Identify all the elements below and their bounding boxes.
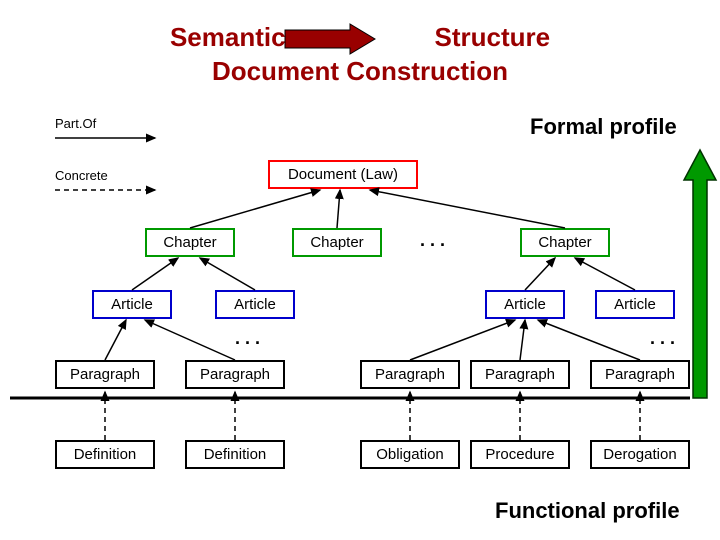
functional-profile-label: Functional profile: [495, 498, 680, 524]
article-ellipsis: . . .: [235, 328, 260, 349]
node-definition: Definition: [55, 440, 155, 469]
node-paragraph: Paragraph: [590, 360, 690, 389]
node-obligation: Obligation: [360, 440, 460, 469]
node-paragraph: Paragraph: [360, 360, 460, 389]
title-line-2: Document Construction: [0, 56, 720, 87]
legend-partof: Part.Of: [55, 116, 96, 131]
title-left: Semantics: [170, 22, 300, 52]
node-procedure: Procedure: [470, 440, 570, 469]
node-article: Article: [92, 290, 172, 319]
node-paragraph: Paragraph: [55, 360, 155, 389]
article-ellipsis: . . .: [650, 328, 675, 349]
node-paragraph: Paragraph: [470, 360, 570, 389]
node-chapter: Chapter: [520, 228, 610, 257]
node-derogation: Derogation: [590, 440, 690, 469]
node-document: Document (Law): [268, 160, 418, 189]
node-paragraph: Paragraph: [185, 360, 285, 389]
node-definition: Definition: [185, 440, 285, 469]
node-chapter: Chapter: [292, 228, 382, 257]
node-article: Article: [485, 290, 565, 319]
legend-concrete: Concrete: [55, 168, 108, 183]
title-line-1: Semantics Structure: [0, 22, 720, 53]
chapter-ellipsis: . . .: [420, 230, 445, 251]
formal-profile-label: Formal profile: [530, 114, 677, 140]
title-right: Structure: [434, 22, 550, 52]
node-chapter: Chapter: [145, 228, 235, 257]
node-article: Article: [595, 290, 675, 319]
node-article: Article: [215, 290, 295, 319]
